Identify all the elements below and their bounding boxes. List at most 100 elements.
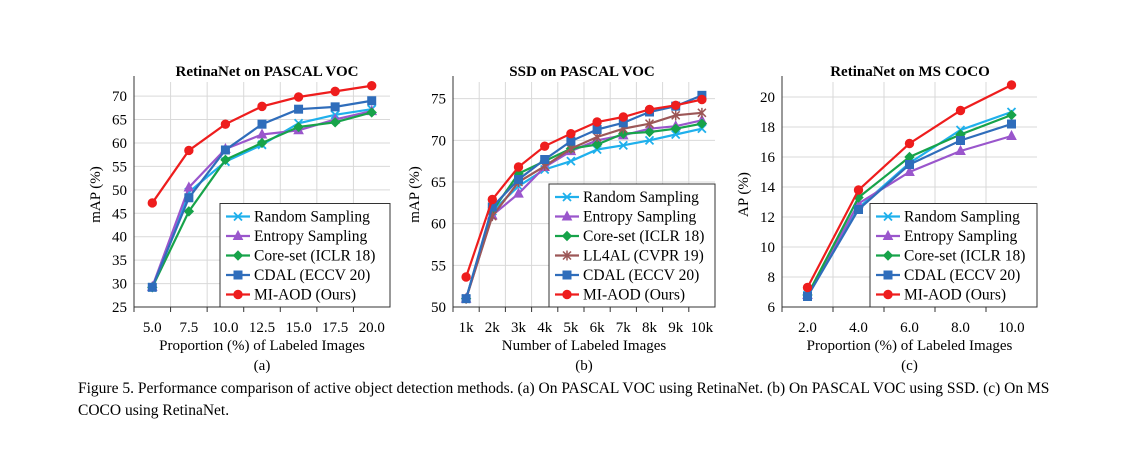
y-tick-label: 50 (431, 300, 446, 316)
y-tick-label: 30 (112, 277, 127, 293)
legend-label: MI-AOD (Ours) (254, 287, 356, 304)
data-point (183, 206, 195, 217)
y-tick-label: 14 (760, 180, 776, 196)
data-point (329, 117, 341, 128)
data-point (697, 107, 707, 118)
data-point (513, 162, 524, 172)
data-point (366, 107, 377, 118)
legend-box (548, 183, 716, 308)
subfigure-label: (b) (575, 358, 593, 374)
x-axis-label: Proportion (%) of Labeled Images (807, 338, 1013, 354)
data-point (257, 119, 267, 129)
legend-marker (561, 230, 573, 242)
series-mi-aod (461, 94, 707, 282)
chart-1: 50 55 60 65 70 75 1k 2k 3k 4k 5k 6k 7k 8k 9k 10k SSD on … (407, 64, 716, 374)
x-tick-label: 6k (590, 320, 606, 336)
legend-label: LL4AL (CVPR 19) (583, 248, 704, 265)
subfigure-label: (c) (901, 358, 918, 374)
data-point (670, 123, 681, 134)
y-tick-label: 16 (760, 150, 776, 166)
series-line (465, 94, 703, 299)
legend-marker (233, 270, 243, 280)
y-tick-label: 6 (768, 300, 776, 316)
data-point (697, 94, 707, 105)
legend-marker (883, 211, 893, 222)
series-mi-aod (802, 80, 1017, 293)
x-tick-label: 7.5 (179, 320, 198, 336)
x-tick-label: 9k (668, 320, 684, 336)
x-tick-label: 4k (537, 320, 553, 336)
data-point (644, 118, 655, 129)
data-point (330, 102, 340, 112)
legend-marker (233, 211, 243, 222)
data-point (644, 126, 655, 138)
legend-label: Core-set (ICLR 18) (254, 248, 375, 265)
data-point (540, 155, 550, 164)
data-point (514, 175, 523, 184)
series-mi-aod (147, 81, 377, 208)
legend-label: MI-AOD (Ours) (583, 287, 685, 304)
legend: Random Sampling Entropy Sampling Core-set … (548, 183, 716, 308)
series-cdal (147, 96, 377, 292)
data-point (671, 110, 681, 121)
x-tick-label: 10.0 (998, 320, 1024, 336)
legend-label: CDAL (ECCV 20) (904, 267, 1020, 284)
data-point (618, 140, 628, 150)
legend-marker (882, 250, 894, 261)
series-core-set (147, 107, 377, 293)
data-point (183, 181, 195, 192)
data-point (566, 156, 576, 166)
data-point (540, 141, 550, 151)
chart-title: RetinaNet on MS COCO (830, 64, 990, 80)
legend-marker (562, 250, 572, 261)
legend-marker (882, 229, 894, 240)
data-point (803, 292, 812, 301)
data-point (513, 187, 524, 198)
x-tick-label: 20.0 (359, 320, 385, 336)
x-tick-label: 3k (511, 320, 527, 336)
data-point (184, 145, 194, 156)
x-tick-label: 7k (616, 320, 632, 336)
legend-marker (233, 289, 243, 300)
data-point (671, 129, 681, 140)
y-tick-label: 55 (112, 159, 127, 175)
x-tick-label: 4.0 (849, 320, 868, 336)
data-point (293, 92, 304, 102)
chart-title: SSD on PASCAL VOC (509, 64, 654, 80)
y-tick-label: 65 (431, 175, 446, 191)
x-tick-label: 8.0 (951, 320, 970, 336)
data-point (256, 137, 268, 149)
legend-label: Entropy Sampling (254, 228, 367, 245)
data-point (220, 119, 231, 129)
subfigure-label: (a) (254, 358, 271, 374)
y-tick-label: 70 (112, 89, 127, 105)
y-tick-label: 55 (431, 258, 446, 274)
data-point (671, 100, 681, 111)
x-axis-label: Proportion (%) of Labeled Images (159, 338, 365, 354)
y-tick-label: 60 (112, 136, 127, 152)
legend: Random Sampling Entropy Sampling Core-set … (219, 203, 391, 308)
data-point (220, 145, 230, 155)
data-point (461, 272, 471, 282)
data-point (1007, 119, 1016, 129)
series-line (465, 98, 703, 278)
data-point (1006, 129, 1017, 140)
series-cdal (803, 119, 1016, 301)
y-tick-label: 18 (760, 120, 775, 136)
x-tick-label: 5.0 (143, 320, 162, 336)
y-tick-label: 10 (760, 240, 775, 256)
y-tick-label: 65 (112, 113, 127, 129)
x-tick-label: 8k (642, 320, 658, 336)
legend-marker (562, 289, 572, 300)
data-point (257, 101, 267, 112)
legend-label: Random Sampling (254, 209, 370, 226)
data-point (293, 121, 304, 133)
data-point (644, 104, 655, 115)
data-point (487, 194, 497, 205)
legend-label: Random Sampling (583, 189, 699, 206)
data-point (294, 104, 304, 114)
data-point (330, 86, 340, 97)
legend: Random Sampling Entropy Sampling Core-set … (869, 203, 1038, 308)
data-point (802, 282, 813, 293)
